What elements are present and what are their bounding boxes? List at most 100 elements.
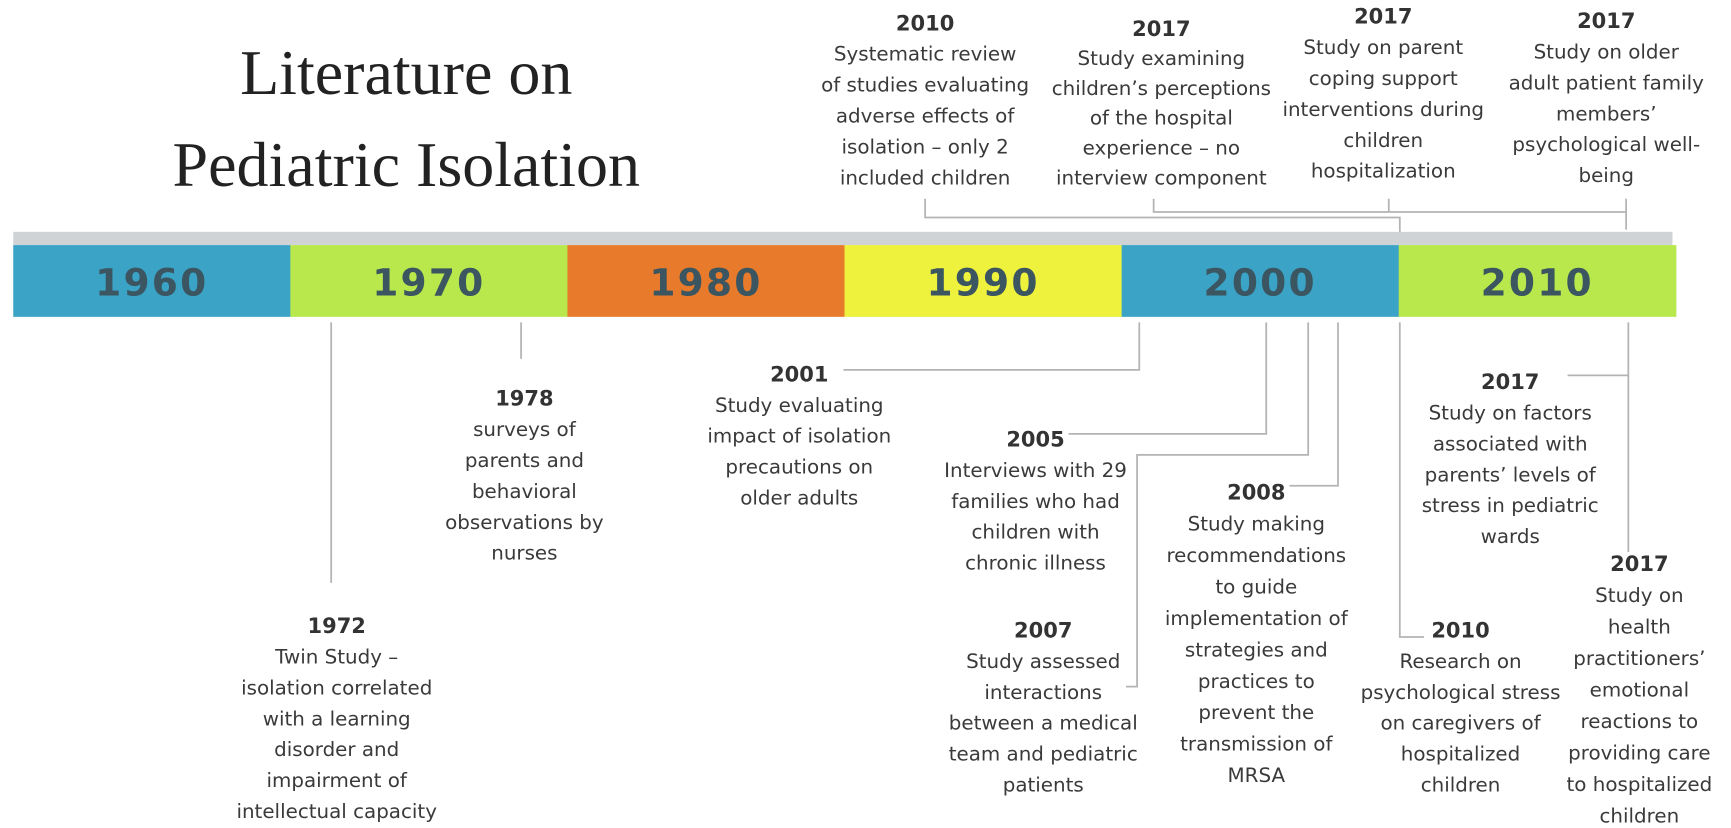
event-year: 2017 [1132,17,1190,41]
connectors [330,198,1630,688]
decade-segment [567,245,846,317]
decade-label: 2010 [1481,260,1594,304]
event-text: Study evaluating [715,394,884,417]
event-text: Study making [1188,512,1325,535]
connector [843,322,1141,371]
event-year: 1978 [495,387,553,411]
event-year: 2017 [1481,370,1539,394]
event-text: practitioners’ [1573,647,1705,670]
event-text: older adults [740,487,858,510]
event-year: 2001 [770,362,828,386]
event-text: to guide [1215,575,1297,598]
event-text: children [1343,129,1423,152]
event-text: with a learning [263,707,411,730]
event-text: observations by [445,511,604,534]
decade-label: 1960 [95,260,208,304]
event-text: isolation – only 2 [841,135,1008,158]
event-text: included children [840,166,1011,189]
event-text: children with [971,521,1099,544]
event-year: 2017 [1577,9,1635,33]
event-year: 2005 [1006,427,1064,451]
event-text: transmission of [1180,733,1333,756]
event-text: adverse effects of [836,105,1015,128]
event-text: adult patient family [1509,71,1705,94]
event-text: Research on [1399,650,1521,673]
event-text: chronic illness [965,552,1106,575]
event-year: 2008 [1227,480,1285,504]
event-text: behavioral [472,480,577,503]
connector [1068,322,1268,435]
event-text: patients [1003,774,1084,797]
event-text: prevent the [1198,701,1314,724]
decade-label: 1970 [372,260,485,304]
event-text: between a medical [949,712,1138,735]
event-text: MRSA [1228,764,1286,787]
event-text: providing care [1568,742,1710,765]
decade-segment [13,245,291,317]
decade-segment [1398,245,1677,317]
decade-label: 1990 [926,260,1039,304]
event-text: disorder and [274,738,399,761]
connector [1126,322,1310,688]
event-text: parents’ levels of [1425,463,1597,486]
connector [1289,322,1339,487]
event-year: 2010 [1431,618,1489,642]
event-text: Study on factors [1429,402,1592,425]
event-text: health [1608,616,1671,639]
event-year: 2010 [896,11,954,35]
event-text: reactions to [1581,710,1699,733]
event-text: strategies and [1185,638,1328,661]
event-text: Interviews with 29 [944,459,1127,482]
event-text: interview component [1056,166,1267,189]
event-text: Twin Study – [274,645,398,668]
connector [924,198,1401,232]
event-text: children [1421,774,1501,797]
event-text: on caregivers of [1380,712,1541,735]
event-text: surveys of [473,418,577,441]
event-text: experience – no [1083,137,1240,160]
event-text: psychological well- [1512,133,1700,156]
title-line: Pediatric Isolation [172,129,640,200]
event-text: impact of isolation [707,425,891,448]
event-text: parents and [465,449,584,472]
event-text: to hospitalized [1567,773,1713,796]
event-text: members’ [1556,102,1657,125]
decade-segment [290,245,568,317]
event-text: intellectual capacity [236,800,437,823]
event-text: hospitalization [1311,160,1456,183]
event-text: isolation correlated [241,676,432,699]
event-text: emotional [1590,679,1689,702]
event-text: of studies evaluating [821,74,1029,97]
event-year: 1972 [308,614,366,638]
event-text: Study examining [1078,47,1246,70]
event-text: interactions [984,681,1102,704]
decade-segment [844,245,1123,317]
event-text: of the hospital [1090,107,1233,130]
event-text: implementation of [1165,607,1349,630]
decade-segment [1121,245,1400,317]
event-text: nurses [491,542,557,565]
event-text: impairment of [267,769,408,792]
event-text: recommendations [1166,544,1346,567]
event-year: 2007 [1014,618,1072,642]
event-text: interventions during [1282,98,1484,121]
event-text: precautions on [725,456,873,479]
event-text: children’s perceptions [1052,77,1271,100]
event-text: Study on parent [1303,36,1463,59]
event-text: wards [1481,525,1540,548]
event-text: psychological stress [1361,681,1561,704]
event-text: Study assessed [966,650,1120,673]
decade-label: 2000 [1204,260,1317,304]
event-text: being [1578,164,1634,187]
event-text: associated with [1433,432,1588,455]
event-year: 2017 [1354,5,1412,29]
event-text: Study on older [1534,41,1680,64]
event-text: children [1600,804,1680,827]
decade-label: 1980 [649,260,762,304]
bar-shadow [13,231,1673,246]
event-text: practices to [1198,670,1315,693]
event-text: stress in pediatric [1422,494,1599,517]
event-text: hospitalized [1401,743,1520,766]
event-text: coping support [1309,67,1458,90]
